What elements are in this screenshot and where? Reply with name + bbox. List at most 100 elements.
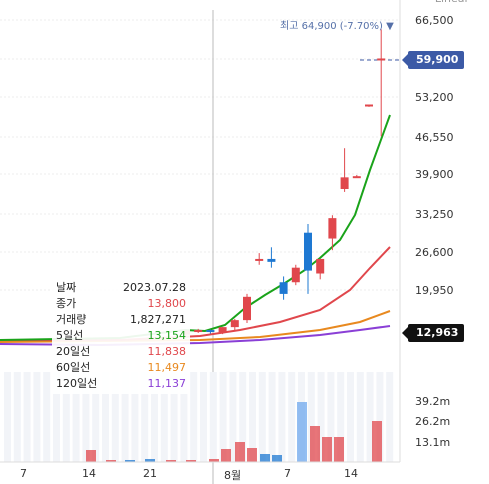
volume-bg-bar (258, 372, 266, 462)
tooltip-value: 1,827,271 (130, 313, 186, 326)
volume-bg-bar (376, 372, 384, 462)
tooltip-panel: 날짜 2023.07.28 종가 13,800 거래량 1,827,271 5일선 13,15… (52, 278, 190, 394)
volume-bg-bar (327, 372, 335, 462)
volume-bg-bar (239, 372, 247, 462)
candle-body (255, 258, 264, 261)
close-price-tag: 12,963 (401, 324, 465, 342)
tooltip-row: 5일선 13,154 (56, 328, 186, 344)
volume-bg-bar (111, 372, 119, 462)
tooltip-key: 5일선 (56, 329, 84, 342)
current-price-tag: 59,900 (401, 51, 465, 69)
volume-bar (166, 460, 176, 462)
candle-body (230, 320, 239, 328)
volume-bar (247, 448, 257, 462)
tooltip-row: 20일선 11,838 (56, 344, 186, 360)
volume-bg-bar (121, 372, 129, 462)
tooltip-row: 종가 13,800 (56, 296, 186, 312)
candle-body (340, 177, 349, 190)
volume-bg-bar (170, 372, 178, 462)
price-axis-label: 39,900 (415, 168, 454, 181)
high-price-note: 최고 64,900 (-7.70%) ▼ (280, 17, 394, 32)
candle-body (352, 176, 361, 179)
volume-bg-bar (131, 372, 139, 462)
volume-bg-bar (209, 372, 217, 462)
volume-bar (260, 454, 270, 462)
date-axis-label: 14 (82, 467, 96, 480)
volume-bg-bar (249, 372, 256, 462)
tooltip-value: 2023.07.28 (123, 281, 186, 294)
volume-bar (334, 437, 344, 462)
volume-bg-bar (386, 372, 394, 462)
volume-bg-bar (180, 372, 188, 462)
date-axis-label: 7 (20, 467, 27, 480)
price-axis-label: 26,600 (415, 246, 454, 259)
volume-bar (209, 459, 219, 462)
volume-bg-bar (366, 372, 374, 462)
price-axis-label: 46,550 (415, 131, 454, 144)
high-value: 64,900 (-7.70%) (301, 21, 383, 32)
candle-body (279, 282, 288, 294)
candle-body (218, 327, 227, 333)
candle-body (304, 232, 312, 271)
tooltip-key: 120일선 (56, 377, 98, 390)
volume-bg-bar (102, 372, 109, 462)
volume-axis-label: 13.1m (415, 436, 451, 449)
candle-body (291, 267, 300, 283)
tooltip-value: 11,838 (147, 345, 187, 358)
volume-bar (125, 460, 135, 462)
tooltip-value: 13,800 (147, 297, 187, 310)
volume-bg-bar (62, 372, 70, 462)
tooltip-key: 20일선 (56, 345, 91, 358)
volume-bg-bar (33, 372, 41, 462)
volume-bg-bar (219, 372, 227, 462)
candle-body (365, 104, 373, 107)
volume-bg-bar (53, 372, 60, 462)
tooltip-key: 60일선 (56, 361, 91, 374)
candle-body (243, 296, 251, 321)
date-axis-label: 21 (143, 467, 157, 480)
volume-bg-bar (229, 372, 237, 462)
volume-bg-bar (13, 372, 21, 462)
volume-bg-bar (307, 372, 315, 462)
volume-bg-bar (190, 372, 198, 462)
tooltip-key: 날짜 (56, 281, 77, 294)
volume-bg-bar (268, 372, 276, 462)
price-axis-label: 53,200 (415, 91, 454, 104)
tooltip-row: 120일선 11,137 (56, 376, 186, 392)
volume-bg-bar (288, 372, 296, 462)
candle-body (194, 330, 203, 333)
tooltip-row: 거래량 1,827,271 (56, 312, 186, 328)
tooltip-value: 11,137 (147, 377, 187, 390)
volume-bg-bar (82, 372, 90, 462)
volume-bg-bar (160, 372, 168, 462)
volume-bar (106, 460, 116, 462)
volume-bg-bar (278, 372, 286, 462)
scale-type-label[interactable]: Linear (435, 0, 469, 5)
volume-bg-bar (72, 372, 80, 462)
volume-bar (221, 449, 231, 462)
volume-bar (372, 421, 382, 462)
volume-bar (297, 402, 307, 462)
volume-bar (86, 450, 96, 462)
tooltip-key: 종가 (56, 297, 77, 310)
volume-bar (145, 459, 155, 462)
volume-bg-bar (347, 372, 354, 462)
price-axis-label: 33,250 (415, 208, 454, 221)
volume-bar (310, 426, 320, 462)
high-marker-icon: ▼ (386, 21, 394, 32)
candle-body (206, 330, 215, 333)
volume-bar (235, 442, 245, 462)
volume-bg-bar (151, 372, 158, 462)
date-axis-label: 14 (344, 467, 358, 480)
candle-body (377, 58, 386, 61)
tooltip-value: 11,497 (147, 361, 187, 374)
tooltip-row: 60일선 11,497 (56, 360, 186, 376)
volume-bg-bar (317, 372, 325, 462)
volume-bar (272, 455, 282, 462)
high-label: 최고 (280, 21, 299, 32)
tooltip-row: 날짜 2023.07.28 (56, 280, 186, 296)
volume-axis-label: 39.2m (415, 395, 451, 408)
volume-bg-bar (337, 372, 345, 462)
volume-axis-label: 26.2m (415, 415, 451, 428)
